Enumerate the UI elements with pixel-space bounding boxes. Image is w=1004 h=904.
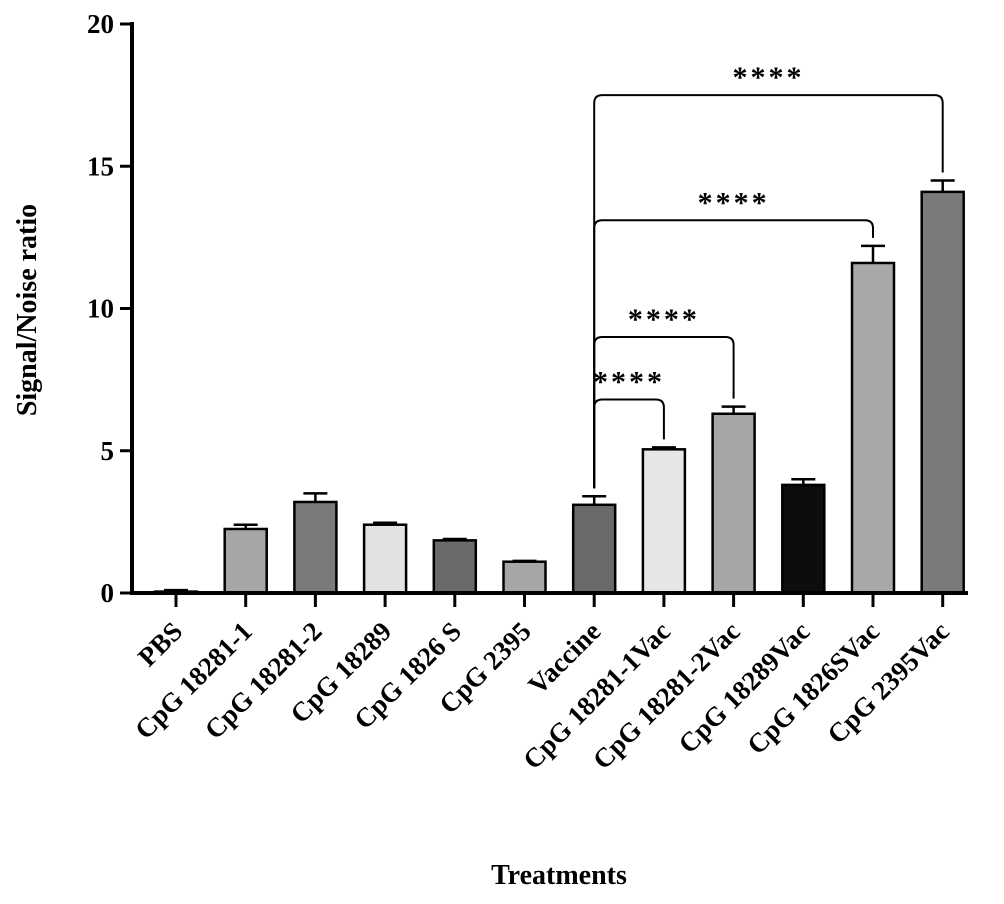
y-tick-label: 20 bbox=[87, 9, 114, 39]
significance-layer: **** **** **** **** bbox=[593, 61, 944, 489]
significance-bracket bbox=[593, 94, 944, 489]
bar bbox=[362, 523, 408, 595]
y-tick-label: 0 bbox=[101, 578, 115, 608]
bar bbox=[293, 500, 338, 595]
x-tick-label: PBS bbox=[132, 616, 188, 672]
bar bbox=[502, 560, 547, 595]
bar bbox=[432, 539, 478, 595]
bar bbox=[223, 527, 268, 595]
y-tick-label: 5 bbox=[101, 436, 115, 466]
y-axis-title: Signal/Noise ratio bbox=[12, 204, 43, 416]
x-tick-label: CpG 2395Vac bbox=[821, 616, 954, 749]
significance-label: **** bbox=[732, 61, 804, 94]
bars-layer bbox=[153, 179, 965, 595]
axes-layer bbox=[130, 22, 968, 595]
y-ticks: 0 5 10 15 20 bbox=[87, 9, 132, 608]
significance-label: **** bbox=[628, 303, 700, 336]
bar bbox=[781, 483, 826, 595]
bar bbox=[641, 448, 687, 595]
significance-label: **** bbox=[593, 366, 665, 399]
significance-label: **** bbox=[698, 186, 770, 219]
y-tick-label: 10 bbox=[87, 294, 114, 324]
y-tick-label: 15 bbox=[87, 151, 114, 181]
bar bbox=[920, 190, 965, 595]
x-axis-title: Treatments bbox=[491, 860, 627, 891]
bar bbox=[850, 261, 896, 595]
bar bbox=[711, 412, 756, 595]
bar bbox=[571, 503, 617, 595]
